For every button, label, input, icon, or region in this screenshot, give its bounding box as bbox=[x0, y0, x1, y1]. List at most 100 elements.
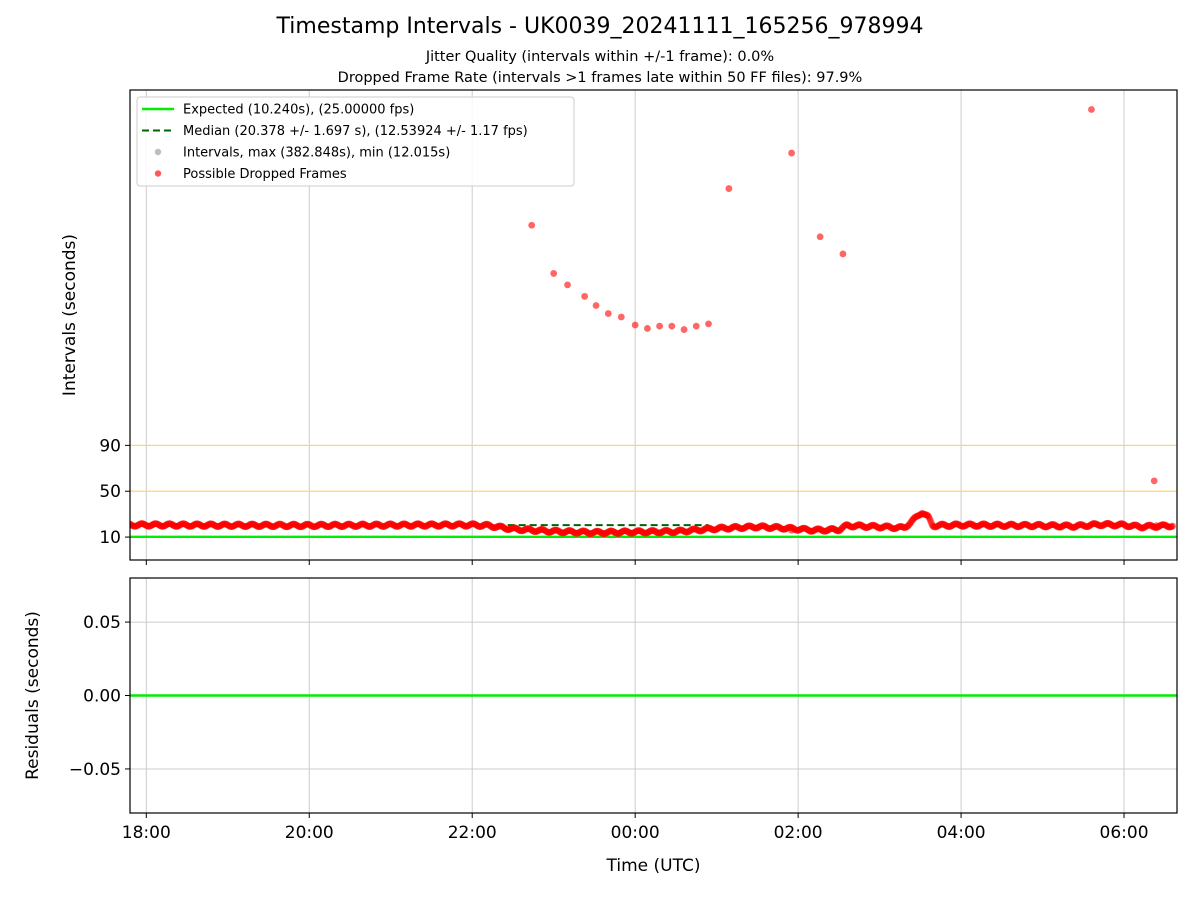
legend-swatch-2 bbox=[154, 148, 162, 156]
dropped-frame-outlier-12 bbox=[692, 322, 700, 330]
dropped-frame-point bbox=[91, 523, 98, 530]
dropped-frame-point bbox=[121, 522, 128, 529]
dropped-frame-point bbox=[109, 521, 116, 528]
dropped-frame-point bbox=[68, 521, 75, 528]
legend-label-2: Intervals, max (382.848s), min (12.015s) bbox=[183, 146, 450, 161]
legend-swatch-3 bbox=[154, 170, 162, 177]
dropped-frame-point bbox=[82, 521, 89, 528]
dropped-frame-outlier-2 bbox=[564, 281, 571, 289]
dropped-frame-point bbox=[80, 522, 87, 529]
y-tick-label-1: 50 bbox=[99, 482, 121, 502]
dropped-frame-outlier-0 bbox=[528, 221, 536, 229]
dropped-frame-point bbox=[74, 523, 81, 530]
dropped-frame-point bbox=[97, 520, 104, 527]
legend: Expected (10.240s), (25.00000 fps) Median… bbox=[136, 96, 575, 187]
dropped-frame-point bbox=[95, 521, 102, 528]
dropped-frame-outlier-14 bbox=[725, 185, 733, 192]
dropped-frame-point bbox=[90, 523, 97, 530]
interval-point-1 bbox=[55, 522, 61, 528]
legend-box bbox=[136, 96, 575, 187]
dropped-frame-point bbox=[111, 520, 118, 527]
x-tick-label-5: 04:00 bbox=[937, 823, 986, 843]
dropped-frame-point bbox=[122, 521, 129, 528]
dropped-frame-outlier-19 bbox=[1150, 477, 1158, 485]
interval-point-0 bbox=[52, 522, 58, 528]
residuals-plot-area bbox=[130, 578, 1177, 813]
x-tick-label-2: 22:00 bbox=[448, 823, 497, 843]
dropped-frame-outlier-10 bbox=[668, 322, 676, 330]
dropped-frame-outlier-21 bbox=[1153, 522, 1161, 530]
x-tick-label-1: 20:00 bbox=[285, 823, 334, 843]
dropped-frame-outlier-18 bbox=[1088, 106, 1095, 113]
dropped-frame-point bbox=[78, 523, 85, 530]
dropped-frame-outlier-7 bbox=[631, 321, 639, 329]
interval-point-2 bbox=[59, 522, 65, 528]
x-tick-label-6: 06:00 bbox=[1100, 823, 1149, 843]
y-axis-label-intervals: Intervals (seconds) bbox=[60, 234, 80, 396]
dropped-frame-point bbox=[92, 523, 99, 530]
dropped-frame-outlier-11 bbox=[680, 326, 688, 333]
dropped-frame-point bbox=[99, 521, 106, 528]
legend-label-3: Possible Dropped Frames bbox=[183, 167, 347, 182]
dropped-frame-outlier-4 bbox=[592, 302, 600, 309]
legend-label-1: Median (20.378 +/- 1.697 s), (12.53924 +… bbox=[183, 124, 528, 139]
dropped-frame-point bbox=[73, 522, 80, 529]
dropped-frame-point bbox=[69, 520, 76, 527]
dropped-frame-outlier-6 bbox=[617, 313, 625, 321]
intervals-plot-frame bbox=[129, 89, 1178, 561]
dropped-frame-point bbox=[85, 521, 92, 528]
dropped-frame-point bbox=[87, 522, 94, 529]
legend-label-0: Expected (10.240s), (25.00000 fps) bbox=[183, 103, 414, 118]
dropped-frame-point bbox=[76, 523, 83, 530]
dropped-frame-point bbox=[112, 521, 119, 528]
dropped-frame-point bbox=[79, 522, 86, 529]
dropped-frame-point bbox=[71, 521, 78, 528]
interval-point-3 bbox=[62, 522, 68, 528]
chart-title: Timestamp Intervals - UK0039_20241111_16… bbox=[276, 14, 924, 39]
dropped-frame-outlier-1 bbox=[550, 270, 558, 277]
dropped-frame-outlier-9 bbox=[656, 322, 664, 330]
x-tick-label-3: 00:00 bbox=[611, 823, 660, 843]
x-tick-label-0: 18:00 bbox=[122, 823, 171, 843]
dropped-frame-point bbox=[96, 521, 103, 528]
jitter-quality-subtitle: Jitter Quality (intervals within +/-1 fr… bbox=[425, 49, 775, 65]
dropped-frame-point bbox=[110, 520, 117, 527]
res-y-tick-label-0: 0.05 bbox=[83, 613, 121, 633]
dropped-frame-point bbox=[108, 521, 115, 528]
dropped-frame-point bbox=[120, 522, 127, 529]
dropped-frame-outlier-8 bbox=[643, 325, 651, 332]
dropped-frame-point bbox=[123, 521, 130, 528]
dropped-frame-point bbox=[98, 520, 105, 527]
dropped-frame-point bbox=[113, 521, 120, 528]
y-tick-label-2: 90 bbox=[99, 436, 121, 456]
dropped-frame-point bbox=[72, 521, 79, 528]
dropped-frame-outlier-20 bbox=[788, 526, 796, 534]
dropped-frame-point bbox=[66, 522, 73, 529]
dropped-frame-point bbox=[70, 521, 77, 528]
dropped-frame-outlier-13 bbox=[705, 320, 712, 328]
dropped-frame-point bbox=[100, 521, 107, 528]
y-tick-label-0: 10 bbox=[99, 528, 121, 548]
x-axis-label: Time (UTC) bbox=[606, 856, 701, 876]
dropped-frame-outlier-16 bbox=[816, 233, 824, 241]
dropped-frame-point bbox=[67, 521, 74, 528]
interval-point-4 bbox=[65, 522, 71, 528]
res-y-tick-label-1: 0.00 bbox=[83, 687, 121, 707]
dropped-frame-rate-subtitle: Dropped Frame Rate (intervals >1 frames … bbox=[337, 70, 863, 86]
x-tick-label-4: 02:00 bbox=[774, 823, 823, 843]
dropped-frame-outlier-5 bbox=[604, 310, 612, 317]
dropped-frame-point bbox=[84, 520, 91, 527]
dropped-frame-point bbox=[75, 523, 82, 530]
dropped-frame-point bbox=[83, 520, 90, 527]
intervals-plot-area bbox=[52, 90, 1177, 560]
dropped-frame-point bbox=[77, 523, 84, 530]
dropped-frame-point bbox=[89, 523, 96, 530]
dropped-frame-outlier-3 bbox=[581, 292, 589, 300]
dropped-frame-point bbox=[86, 521, 93, 528]
dropped-frame-outlier-17 bbox=[839, 250, 847, 258]
dropped-frame-point bbox=[88, 522, 95, 529]
dropped-frame-point bbox=[1169, 522, 1177, 530]
dropped-frame-point bbox=[81, 521, 88, 528]
dropped-frame-outlier-15 bbox=[788, 149, 796, 157]
